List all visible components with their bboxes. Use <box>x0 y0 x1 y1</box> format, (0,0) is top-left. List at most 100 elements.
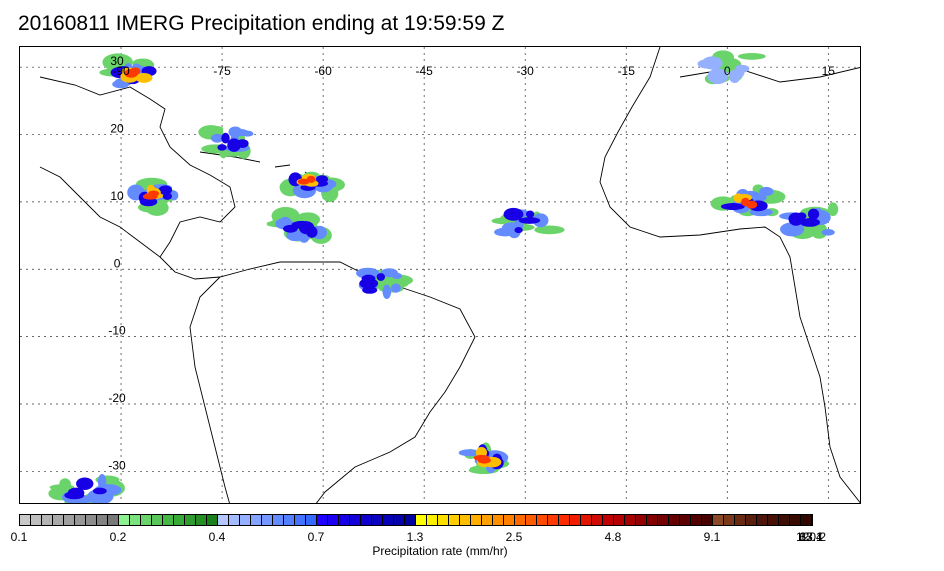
colorbar-tick-label: 0.1 <box>10 530 28 544</box>
precip-cell <box>380 268 398 278</box>
colorbar-swatch <box>482 515 493 525</box>
precip-cell <box>213 126 224 133</box>
colorbar-swatch <box>163 515 174 525</box>
colorbar-swatch <box>779 515 790 525</box>
precip-cell <box>477 457 491 464</box>
precip-cell <box>97 474 107 490</box>
colorbar-swatch <box>196 515 207 525</box>
colorbar-swatch <box>31 515 42 525</box>
precip-cell <box>282 224 298 233</box>
colorbar-tick-label: 33.1 <box>799 530 823 544</box>
colorbar-swatch <box>460 515 471 525</box>
colorbar-swatch <box>702 515 713 525</box>
colorbar-swatch <box>713 515 724 525</box>
colorbar-tick-label: 0.4 <box>208 530 226 544</box>
precip-cell <box>532 213 549 228</box>
colorbar-swatch <box>603 515 614 525</box>
lat-label: 10 <box>110 189 124 203</box>
colorbar-swatch <box>559 515 570 525</box>
colorbar-tick-label: 17.4 <box>799 530 823 544</box>
precip-area-south-america-north <box>266 206 332 244</box>
precip-cell <box>135 72 153 83</box>
precip-cell <box>361 274 376 283</box>
colorbar-swatch <box>185 515 196 525</box>
colorbar-swatch <box>493 515 504 525</box>
colorbar-swatch <box>416 515 427 525</box>
colorbar-swatch <box>405 515 416 525</box>
colorbar-swatch <box>317 515 328 525</box>
colorbar-swatch <box>427 515 438 525</box>
precip-cell <box>458 449 481 457</box>
colorbar-swatch <box>42 515 53 525</box>
colorbar-swatch <box>394 515 405 525</box>
precipitation-layer <box>48 50 839 503</box>
colorbar-swatch <box>680 515 691 525</box>
precip-area-central-america <box>127 177 179 216</box>
colorbar-swatch <box>207 515 218 525</box>
lon-label: -15 <box>618 64 636 78</box>
coastlines <box>39 47 860 503</box>
colorbar-swatch <box>295 515 306 525</box>
colorbar-swatch <box>306 515 317 525</box>
colorbar-swatch <box>229 515 240 525</box>
precip-cell <box>701 56 723 70</box>
colorbar-swatch <box>790 515 801 525</box>
colorbar-swatch <box>383 515 394 525</box>
colorbar-swatch <box>625 515 636 525</box>
lon-label: -30 <box>517 64 535 78</box>
precip-area-sahel-east <box>779 202 839 240</box>
colorbar-tick-label: 0.7 <box>307 530 325 544</box>
precip-cell <box>92 487 107 495</box>
colorbar-tick-label: 1.3 <box>406 530 424 544</box>
colorbar-swatch <box>361 515 372 525</box>
colorbar-swatch <box>724 515 735 525</box>
coastline-americas <box>39 76 476 503</box>
precip-cell <box>297 178 310 185</box>
colorbar-swatch <box>339 515 350 525</box>
colorbar-tick-label: 63.1 <box>799 530 823 544</box>
colorbar-swatch <box>284 515 295 525</box>
precip-cell <box>217 144 227 151</box>
lat-label: 30 <box>110 54 124 68</box>
colorbar-swatch <box>570 515 581 525</box>
lon-label: 0 <box>724 64 731 78</box>
colorbar-swatch <box>141 515 152 525</box>
colorbar-tick-label: 4.8 <box>604 530 622 544</box>
lat-label: 0 <box>114 256 121 270</box>
colorbar-swatch <box>174 515 185 525</box>
precip-cell <box>759 186 774 197</box>
precip-area-itcz-atlantic <box>491 207 565 239</box>
colorbar-swatch <box>86 515 97 525</box>
graticule <box>20 47 860 503</box>
precip-cell <box>306 226 318 238</box>
colorbar-swatch <box>801 515 812 525</box>
lon-label: -45 <box>415 64 433 78</box>
colorbar-tick-label: 9.1 <box>703 530 721 544</box>
precip-cell <box>707 68 729 85</box>
precip-cell <box>518 217 541 224</box>
precip-cell <box>221 132 230 144</box>
colorbar-swatch <box>548 515 559 525</box>
colorbar-swatch <box>372 515 383 525</box>
colorbar-swatch <box>64 515 75 525</box>
precip-area-west-europe-iberia <box>697 50 766 85</box>
precip-cell <box>745 200 758 209</box>
colorbar-swatch <box>526 515 537 525</box>
precip-cell <box>807 208 820 220</box>
colorbar <box>19 514 813 526</box>
colorbar-swatch <box>130 515 141 525</box>
colorbar-swatch <box>581 515 592 525</box>
precip-cell <box>67 487 85 499</box>
precip-area-chile-coast <box>48 474 125 503</box>
colorbar-swatch <box>53 515 64 525</box>
colorbar-swatch <box>691 515 702 525</box>
lat-label: 20 <box>110 122 124 136</box>
colorbar-swatch <box>614 515 625 525</box>
colorbar-swatch <box>592 515 603 525</box>
lat-label: -10 <box>108 324 126 338</box>
colorbar-swatch <box>515 515 526 525</box>
precip-cell <box>210 133 224 143</box>
colorbar-swatch <box>735 515 746 525</box>
precip-cell <box>534 225 565 235</box>
precip-cell <box>733 193 743 203</box>
